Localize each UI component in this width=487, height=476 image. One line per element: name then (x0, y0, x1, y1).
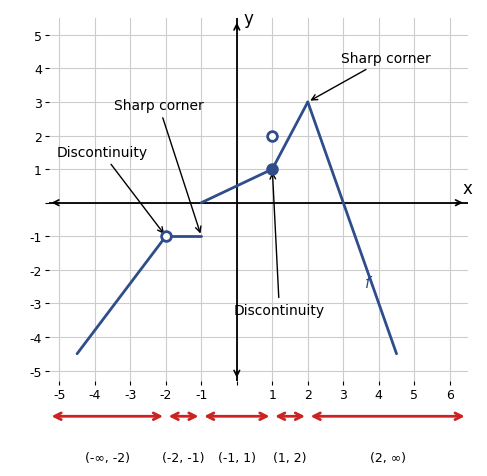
Text: f: f (365, 275, 370, 290)
Text: (-2, -1): (-2, -1) (162, 451, 205, 464)
Text: Sharp corner: Sharp corner (312, 52, 431, 100)
Text: (1, 2): (1, 2) (273, 451, 307, 464)
Text: (-∞, -2): (-∞, -2) (85, 451, 130, 464)
Text: Sharp corner: Sharp corner (114, 99, 204, 233)
Text: (-1, 1): (-1, 1) (218, 451, 256, 464)
Text: Discontinuity: Discontinuity (56, 146, 163, 233)
Text: x: x (463, 179, 472, 197)
Text: Discontinuity: Discontinuity (234, 174, 325, 317)
Text: (2, ∞): (2, ∞) (370, 451, 406, 464)
Text: y: y (243, 10, 253, 28)
